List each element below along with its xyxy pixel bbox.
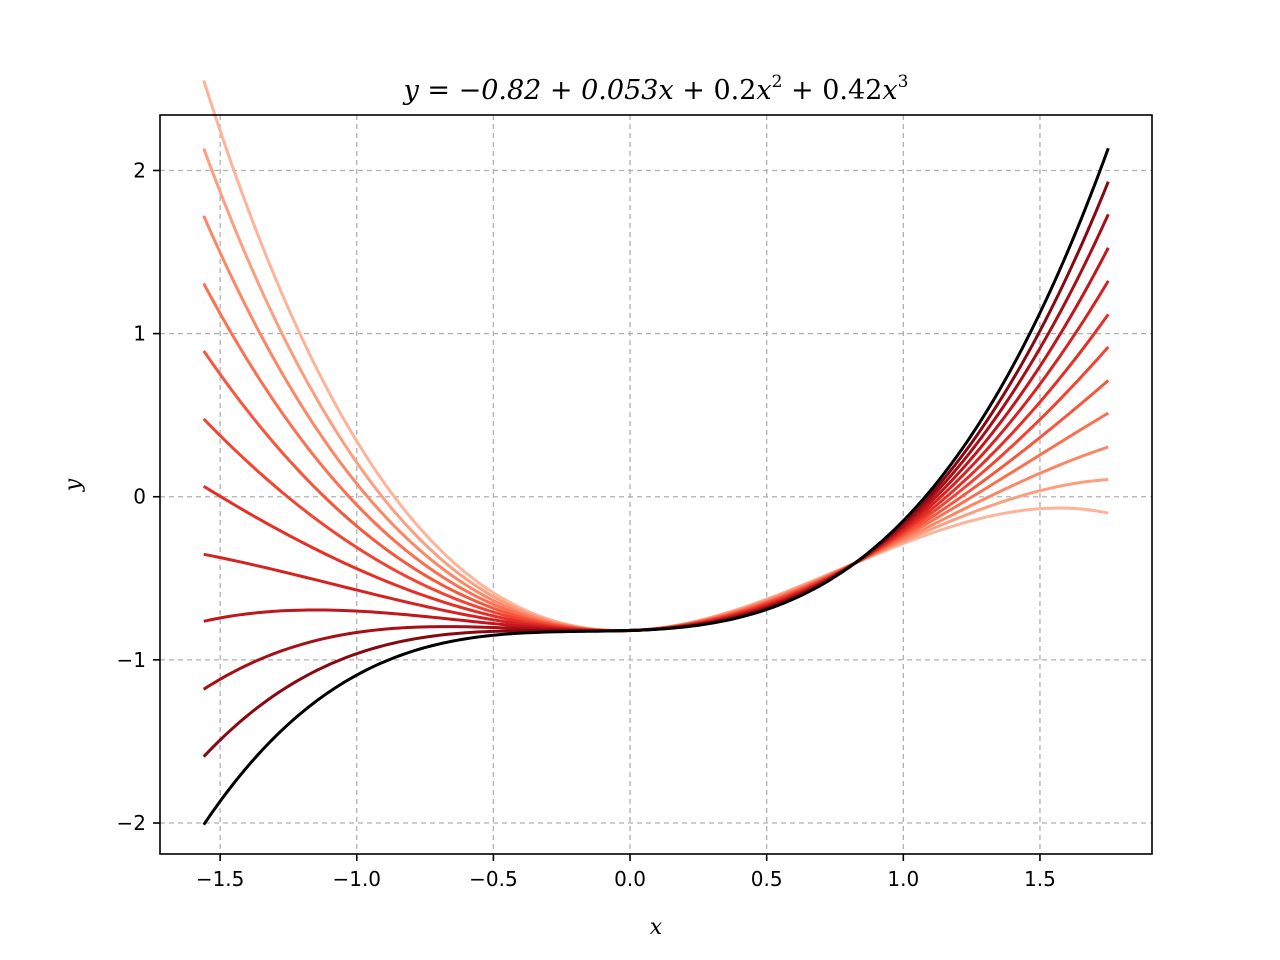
y-tick-label: 0	[133, 485, 146, 509]
series-line	[202, 147, 1110, 826]
x-tick-label: −0.5	[469, 867, 518, 891]
curve-layer	[202, 79, 1110, 826]
title-plus2: + 0.2	[674, 75, 757, 106]
title-x2: x	[756, 75, 771, 106]
series-line	[202, 213, 1110, 691]
title-x1: x	[658, 75, 673, 106]
y-tick-label: 2	[133, 158, 146, 182]
x-tick-label: 0.5	[751, 867, 783, 891]
series-line	[202, 147, 1109, 633]
title-x3: x	[882, 75, 897, 106]
series-line	[202, 350, 1110, 633]
series-line	[202, 79, 1109, 633]
tick-layer: −1.5 −1.0 −0.5 0.0 0.5 1.0 1.5 −2 −1 0 1 2	[117, 158, 1056, 891]
y-tick-label: −1	[117, 648, 146, 672]
title-exp3: 3	[898, 72, 909, 92]
x-axis-label: x	[650, 915, 663, 940]
grid-layer	[160, 115, 1152, 854]
plot-frame	[159, 114, 1153, 855]
y-tick-label: −2	[117, 811, 146, 835]
y-axis-label: y	[61, 478, 86, 492]
series-line	[202, 313, 1110, 633]
x-tick-label: −1.0	[332, 867, 381, 891]
x-tick-label: 0.0	[614, 867, 646, 891]
x-tick-label: 1.0	[887, 867, 919, 891]
x-tick-label: 1.5	[1024, 867, 1056, 891]
x-tick-label: −1.5	[196, 867, 245, 891]
title-exp2: 2	[772, 72, 783, 92]
chart-title: y = −0.82 + 0.053x + 0.2x2 + 0.42x3	[403, 72, 909, 106]
title-plus3: + 0.42	[782, 75, 882, 106]
y-tick-label: 1	[133, 322, 146, 346]
series-line	[202, 181, 1110, 758]
title-prefix: y = −0.82 + 0.053	[403, 75, 659, 106]
series-line	[202, 215, 1109, 633]
